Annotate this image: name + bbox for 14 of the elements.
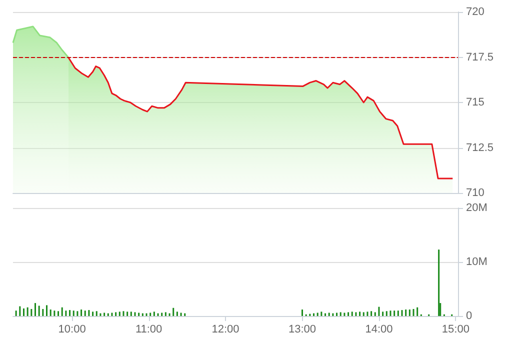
y-tick-label: 712.5 xyxy=(466,142,494,154)
y-tick-label: 717.5 xyxy=(466,51,494,64)
y-tick-label: 0 xyxy=(466,310,472,322)
y-tick-label: 20M xyxy=(466,202,488,214)
y-tick-label: 710 xyxy=(466,187,484,199)
x-tick-label: 15:00 xyxy=(442,324,470,336)
y-tick-label: 10M xyxy=(466,256,488,268)
y-tick-label: 720 xyxy=(466,6,484,18)
x-tick-label: 14:00 xyxy=(365,324,393,336)
x-tick-label: 11:00 xyxy=(135,324,162,336)
x-tick-label: 10:00 xyxy=(58,324,86,336)
y-tick-label: 715 xyxy=(466,96,484,108)
x-tick-label: 13:00 xyxy=(288,324,316,336)
x-tick-label: 12:00 xyxy=(212,324,240,336)
